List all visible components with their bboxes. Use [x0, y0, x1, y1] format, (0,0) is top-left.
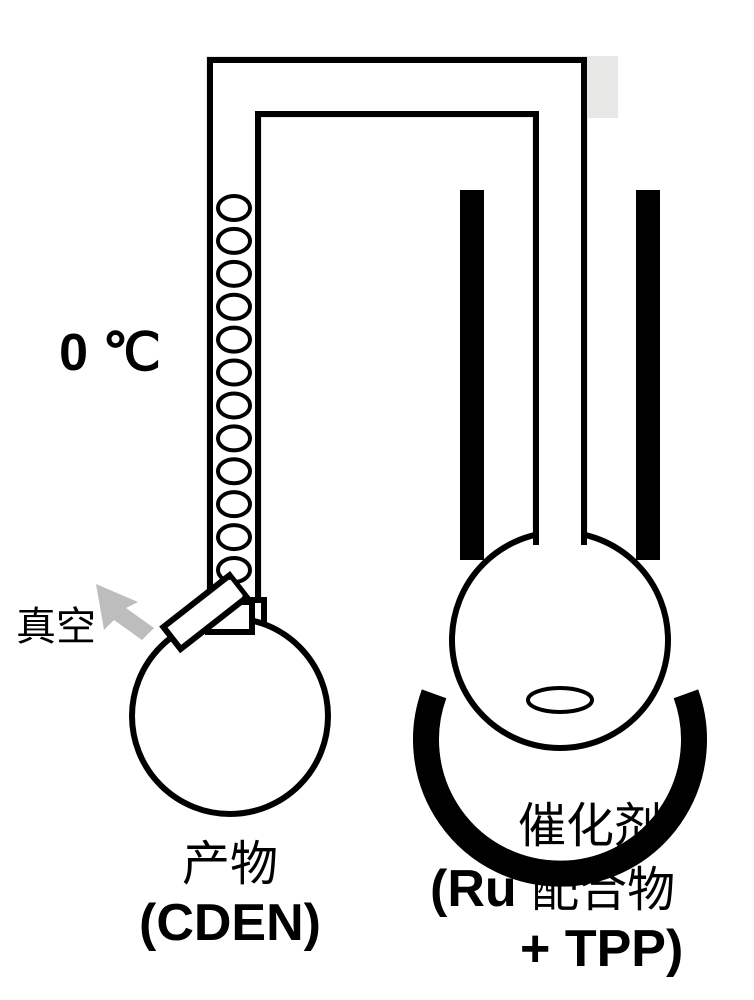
diagram-svg: 0 ℃ 真空产物(CDEN) 催化剂 (Ru 配合物+ TPP)	[0, 0, 754, 1000]
left-flask	[132, 618, 328, 814]
condenser-topmask	[213, 132, 255, 146]
bridge	[210, 60, 584, 374]
temperature-label: 0 ℃	[59, 324, 161, 382]
right-flask	[452, 532, 668, 748]
right-tube-topmask	[539, 366, 581, 380]
catalyst-label-cn: 催化剂	[518, 800, 662, 853]
vacuum-arrow-icon	[96, 584, 154, 640]
jacket-left	[460, 190, 484, 560]
catalyst-tpp-line: + TPP)	[520, 920, 683, 978]
product-label-cn: 产物	[182, 838, 278, 891]
stir-bar	[528, 688, 592, 712]
product-label-en: (CDEN)	[139, 894, 321, 952]
catalyst-ru-line: (Ru 配合物	[430, 860, 675, 918]
right-tube	[536, 372, 584, 540]
vacuum-label: 真空	[16, 605, 96, 649]
diagram-root: 0 ℃ 真空产物(CDEN) 催化剂 (Ru 配合物+ TPP)	[0, 0, 754, 1000]
right-tube-bmask	[539, 532, 581, 548]
jacket-right	[636, 190, 660, 560]
